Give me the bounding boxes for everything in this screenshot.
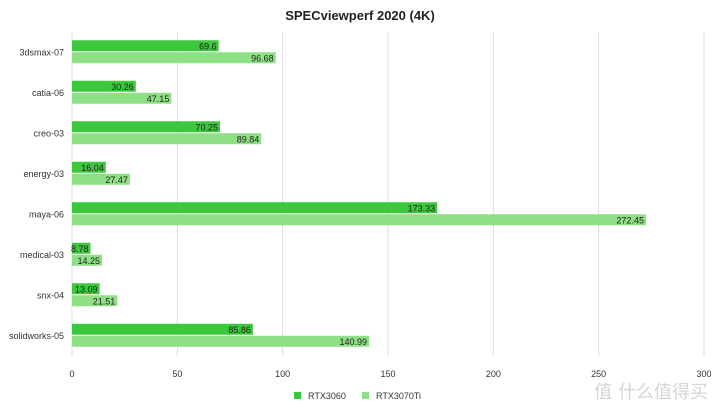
bar-rtx3060-energy-03 bbox=[72, 161, 106, 173]
bar-rtx3070ti-medical-03 bbox=[72, 254, 103, 266]
data-label: 16.04 bbox=[81, 163, 104, 173]
data-label: 70.25 bbox=[195, 122, 218, 132]
bar-rtx3070ti-catia-06 bbox=[72, 92, 172, 104]
category-labels: 3dsmax-07 catia-06 creo-03 energy-03 maya-06… bbox=[9, 47, 64, 341]
bar-rtx3060-maya-06 bbox=[72, 202, 438, 214]
category-label: energy-03 bbox=[23, 169, 64, 179]
x-tick-label: 100 bbox=[275, 369, 290, 379]
category-label: maya-06 bbox=[29, 209, 64, 219]
category-label: snx-04 bbox=[37, 290, 64, 300]
category-label: creo-03 bbox=[33, 128, 64, 138]
bar-rtx3060-catia-06 bbox=[72, 80, 136, 92]
x-tick-label: 150 bbox=[380, 369, 395, 379]
bar-rtx3070ti-solidworks-05 bbox=[72, 335, 370, 347]
legend-swatch-rtx3060 bbox=[294, 392, 301, 399]
bar-rtx3070ti-creo-03 bbox=[72, 133, 262, 145]
watermark: 值 什么值得买 bbox=[594, 382, 708, 403]
data-label: 96.68 bbox=[251, 53, 274, 63]
bar-rtx3070ti-energy-03 bbox=[72, 173, 130, 185]
data-label: 85.86 bbox=[228, 325, 251, 335]
data-label: 47.15 bbox=[147, 94, 170, 104]
bar-rtx3070ti-maya-06 bbox=[72, 214, 646, 226]
legend-label: RTX3070Ti bbox=[376, 391, 421, 401]
data-label: 89.84 bbox=[237, 134, 260, 144]
legend-label: RTX3060 bbox=[308, 391, 346, 401]
category-label: medical-03 bbox=[20, 250, 64, 260]
chart-title: SPECviewperf 2020 (4K) bbox=[285, 8, 435, 23]
bar-rtx3060-solidworks-05 bbox=[72, 323, 253, 335]
data-label: 13.09 bbox=[75, 284, 98, 294]
bar-rtx3060-creo-03 bbox=[72, 121, 220, 133]
data-label: 173.33 bbox=[408, 203, 436, 213]
data-label: 21.51 bbox=[93, 296, 116, 306]
category-label: 3dsmax-07 bbox=[19, 47, 64, 57]
bar-rtx3060-snx-04 bbox=[72, 283, 100, 295]
x-tick-label: 250 bbox=[591, 369, 606, 379]
bar-rtx3070ti-3dsmax-07 bbox=[72, 52, 276, 64]
data-label: 69.6 bbox=[199, 41, 217, 51]
bar-rtx3070ti-snx-04 bbox=[72, 295, 118, 307]
bar-rtx3060-medical-03 bbox=[72, 242, 91, 254]
x-tick-label: 200 bbox=[486, 369, 501, 379]
data-label: 272.45 bbox=[616, 215, 644, 225]
legend: RTX3060 RTX3070Ti bbox=[294, 391, 421, 401]
bar-rtx3060-3dsmax-07 bbox=[72, 40, 219, 52]
data-label: 8.78 bbox=[71, 244, 89, 254]
legend-swatch-rtx3070ti bbox=[362, 392, 369, 399]
data-label: 140.99 bbox=[339, 337, 367, 347]
x-axis-ticks: 0 50 100 150 200 250 300 bbox=[69, 369, 711, 379]
gridlines bbox=[71, 32, 705, 356]
data-label: 27.47 bbox=[105, 175, 128, 185]
category-label: solidworks-05 bbox=[9, 331, 64, 341]
x-tick-label: 300 bbox=[696, 369, 711, 379]
data-label: 14.25 bbox=[77, 256, 100, 266]
category-label: catia-06 bbox=[32, 88, 64, 98]
x-tick-label: 50 bbox=[172, 369, 182, 379]
data-label: 30.26 bbox=[111, 82, 134, 92]
x-tick-label: 0 bbox=[69, 369, 74, 379]
